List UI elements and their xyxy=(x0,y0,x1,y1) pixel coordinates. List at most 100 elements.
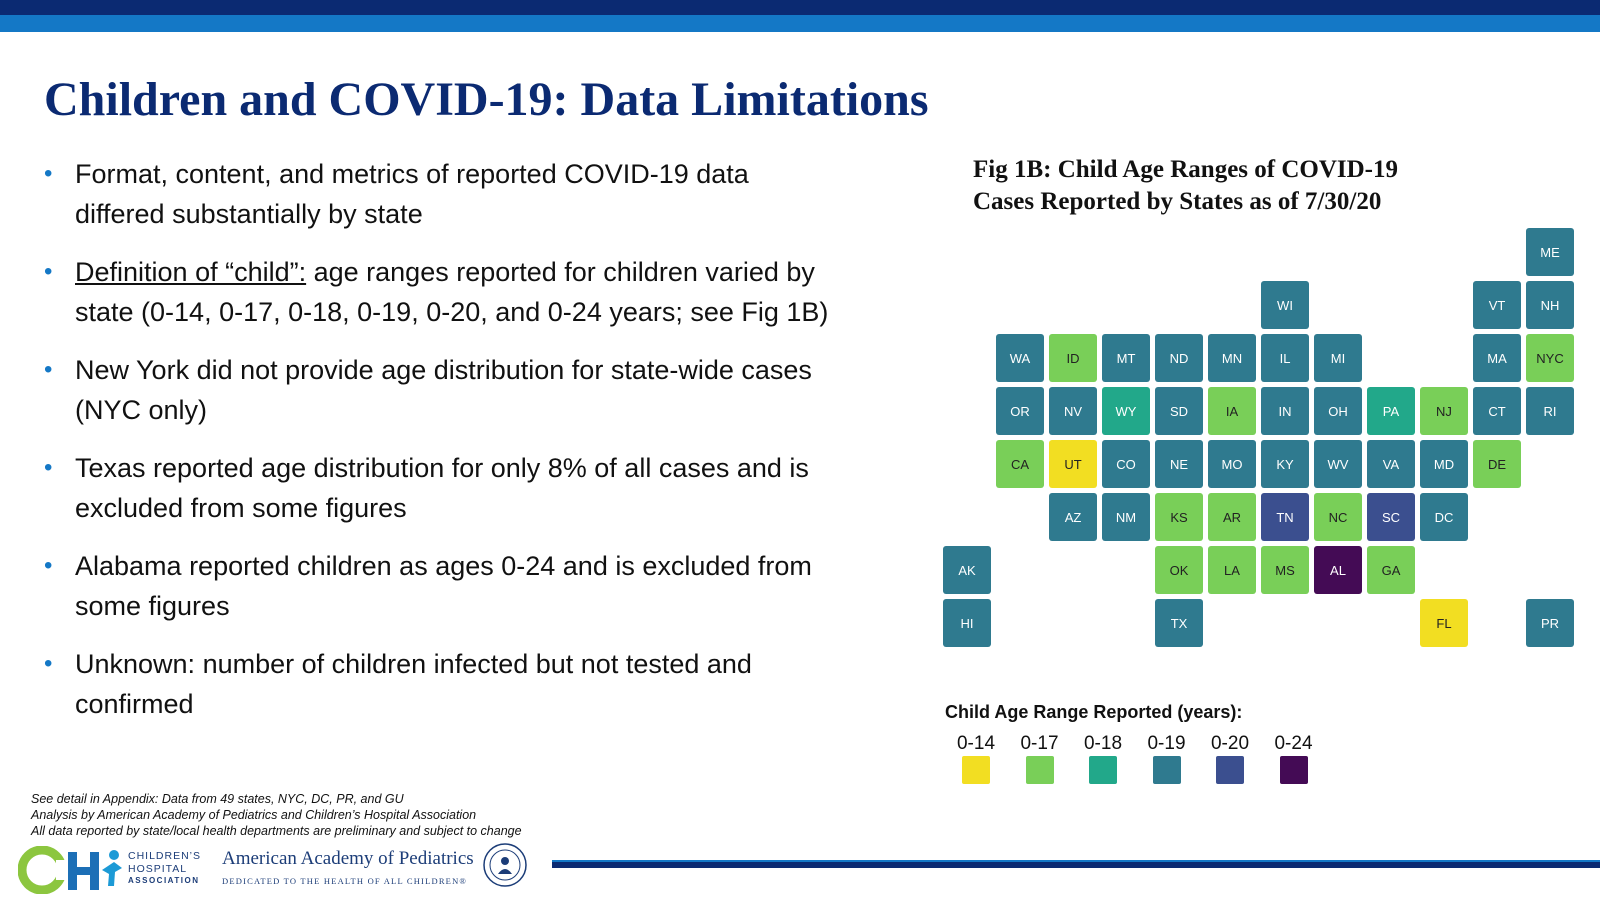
state-tile-mn: MN xyxy=(1208,334,1256,382)
state-tile-me: ME xyxy=(1526,228,1574,276)
legend-swatch xyxy=(1279,756,1308,784)
state-tile-az: AZ xyxy=(1049,493,1097,541)
state-tile-ne: NE xyxy=(1155,440,1203,488)
bullet-dot-icon: • xyxy=(44,454,53,481)
state-tile-fl: FL xyxy=(1420,599,1468,647)
bullet-item: • New York did not provide age distributi… xyxy=(44,350,844,430)
state-tile-ia: IA xyxy=(1208,387,1256,435)
aap-tagline: DEDICATED TO THE HEALTH OF ALL CHILDREN® xyxy=(222,876,468,886)
bullet-item: • Unknown: number of children infected bu… xyxy=(44,644,844,724)
legend-label: 0-24 xyxy=(1274,733,1313,754)
state-tile-nv: NV xyxy=(1049,387,1097,435)
state-tile-wa: WA xyxy=(996,334,1044,382)
cha-line: ASSOCIATION xyxy=(128,876,200,885)
state-tile-ar: AR xyxy=(1208,493,1256,541)
state-tile-co: CO xyxy=(1102,440,1150,488)
bullet-item: • Alabama reported children as ages 0-24 … xyxy=(44,546,844,626)
aap-logo: American Academy of Pediatrics DEDICATED… xyxy=(222,848,532,894)
state-tile-wy: WY xyxy=(1102,387,1150,435)
footer-rule xyxy=(552,860,1600,868)
state-tile-ca: CA xyxy=(996,440,1044,488)
state-tile-la: LA xyxy=(1208,546,1256,594)
state-tile-pa: PA xyxy=(1367,387,1415,435)
bullet-text: Alabama reported children as ages 0-24 a… xyxy=(75,551,812,621)
state-tile-de: DE xyxy=(1473,440,1521,488)
state-tile-nh: NH xyxy=(1526,281,1574,329)
legend-swatch xyxy=(1152,756,1181,784)
state-tile-ms: MS xyxy=(1261,546,1309,594)
state-tile-md: MD xyxy=(1420,440,1468,488)
state-tile-sd: SD xyxy=(1155,387,1203,435)
bullet-item: • Texas reported age distribution for onl… xyxy=(44,448,844,528)
state-tile-vt: VT xyxy=(1473,281,1521,329)
state-tile-al: AL xyxy=(1314,546,1362,594)
bullet-definition-label: Definition of “child”: xyxy=(75,257,307,287)
legend-title: Child Age Range Reported (years): xyxy=(945,702,1243,722)
bullet-dot-icon: • xyxy=(44,258,53,285)
cha-line: CHILDREN’S xyxy=(128,850,202,862)
state-tile-mt: MT xyxy=(1102,334,1150,382)
state-tile-hi: HI xyxy=(943,599,991,647)
top-banner-light xyxy=(0,15,1600,32)
legend-swatch xyxy=(1025,756,1054,784)
state-tile-pr: PR xyxy=(1526,599,1574,647)
cha-line: HOSPITAL xyxy=(128,862,188,875)
state-tile-nj: NJ xyxy=(1420,387,1468,435)
state-tile-dc: DC xyxy=(1420,493,1468,541)
footnote-line: Analysis by American Academy of Pediatri… xyxy=(31,808,477,822)
state-tile-va: VA xyxy=(1367,440,1415,488)
cha-logo: CHILDREN’S HOSPITAL ASSOCIATION xyxy=(17,845,208,895)
bullet-text: Format, content, and metrics of reported… xyxy=(75,159,749,229)
bullet-list: • Format, content, and metrics of reporte… xyxy=(44,154,844,742)
aap-seal-icon xyxy=(483,843,527,887)
state-tile-wv: WV xyxy=(1314,440,1362,488)
footnote-line: All data reported by state/local health … xyxy=(31,824,522,838)
state-tile-nc: NC xyxy=(1314,493,1362,541)
state-tile-ut: UT xyxy=(1049,440,1097,488)
footnotes: See detail in Appendix: Data from 49 sta… xyxy=(31,791,522,839)
state-tile-ri: RI xyxy=(1526,387,1574,435)
top-banner-dark xyxy=(0,0,1600,15)
legend-swatch xyxy=(1089,756,1117,784)
legend-label: 0-17 xyxy=(1020,733,1059,754)
legend-label: 0-20 xyxy=(1210,733,1250,754)
state-tile-oh: OH xyxy=(1314,387,1362,435)
bullet-text: age ranges reported for children varied … xyxy=(75,257,829,327)
slide-title: Children and COVID-19: Data Limitations xyxy=(44,73,929,126)
state-tile-mo: MO xyxy=(1208,440,1256,488)
cha-logo-text: CHILDREN’S HOSPITAL ASSOCIATION xyxy=(128,850,201,888)
footnote-line: See detail in Appendix: Data from 49 sta… xyxy=(31,792,404,806)
figure-title-line: Fig 1B: Child Age Ranges of COVID-19 xyxy=(973,156,1399,183)
state-tile-wi: WI xyxy=(1261,281,1309,329)
state-tile-ok: OK xyxy=(1155,546,1203,594)
state-tile-ks: KS xyxy=(1155,493,1203,541)
state-tile-tn: TN xyxy=(1261,493,1309,541)
state-tile-id: ID xyxy=(1049,334,1097,382)
bullet-dot-icon: • xyxy=(44,552,53,579)
bullet-text: Unknown: number of children infected but… xyxy=(75,649,752,719)
legend-swatch xyxy=(1216,756,1244,784)
legend-label: 0-18 xyxy=(1083,733,1123,754)
state-tile-ga: GA xyxy=(1367,546,1415,594)
state-tile-ct: CT xyxy=(1473,387,1521,435)
cha-logo-mark-icon xyxy=(17,845,122,895)
bullet-item: • Definition of “child”: age ranges repor… xyxy=(44,252,844,332)
bullet-item: • Format, content, and metrics of reporte… xyxy=(44,154,844,234)
state-tile-in: IN xyxy=(1261,387,1309,435)
legend-label: 0-19 xyxy=(1147,733,1186,754)
bullet-text: Texas reported age distribution for only… xyxy=(75,453,809,523)
figure-title-line: Cases Reported by States as of 7/30/20 xyxy=(973,188,1382,215)
bullet-text: New York did not provide age distributio… xyxy=(75,355,812,425)
state-tile-nyc: NYC xyxy=(1526,334,1574,382)
legend-swatch xyxy=(962,756,990,784)
bullet-dot-icon: • xyxy=(44,160,53,187)
legend-label: 0-14 xyxy=(956,733,996,754)
state-tile-il: IL xyxy=(1261,334,1309,382)
bullet-dot-icon: • xyxy=(44,650,53,677)
state-tile-ak: AK xyxy=(943,546,991,594)
aap-name: American Academy of Pediatrics xyxy=(222,848,474,869)
state-tile-nm: NM xyxy=(1102,493,1150,541)
figure-title: Fig 1B: Child Age Ranges of COVID-19 Cas… xyxy=(973,154,1398,218)
state-tile-or: OR xyxy=(996,387,1044,435)
state-tile-ma: MA xyxy=(1473,334,1521,382)
